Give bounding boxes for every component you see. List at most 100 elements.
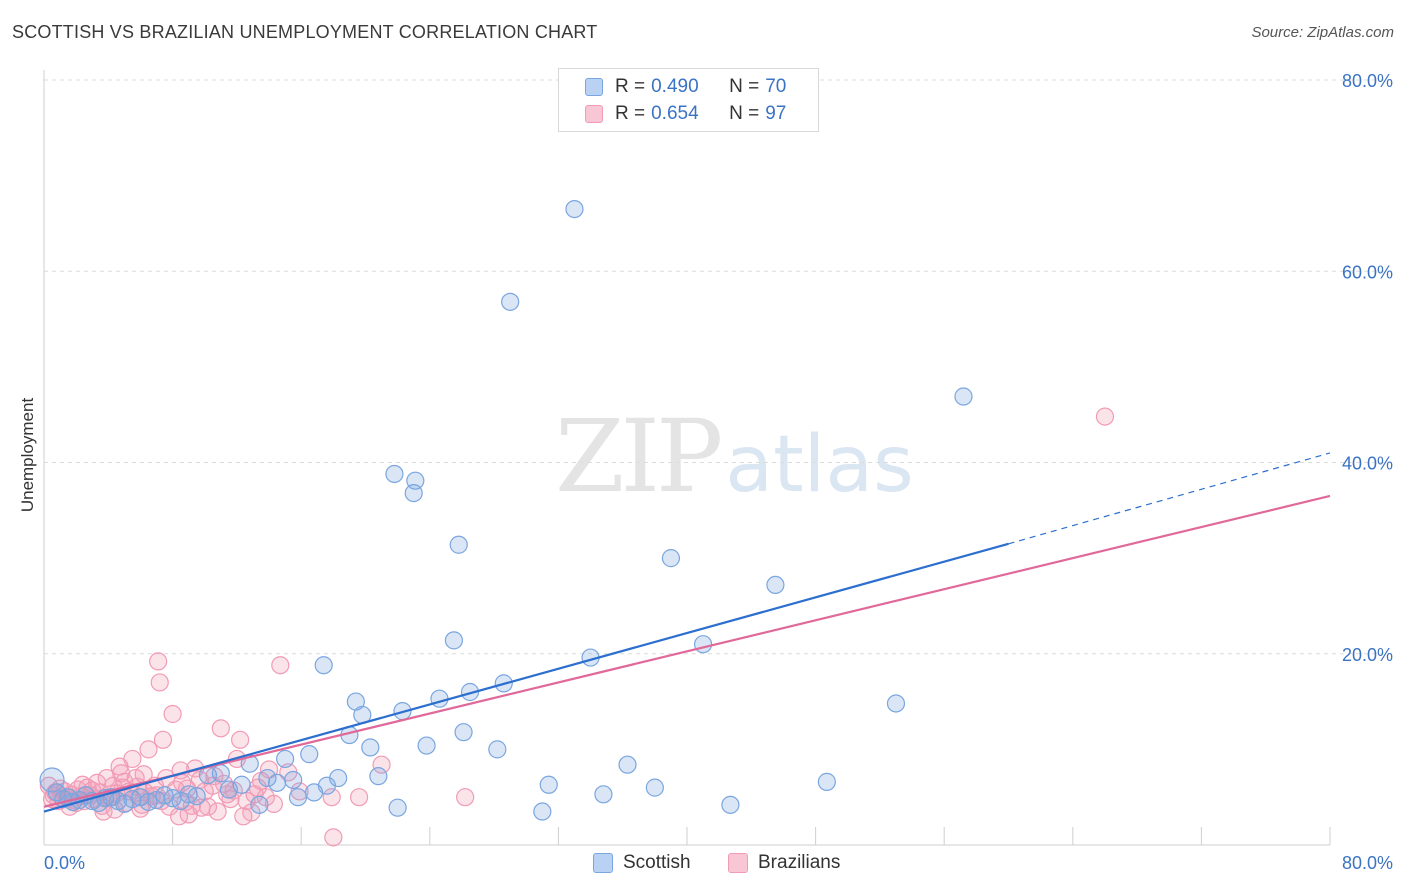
x-tick-label: 0.0%	[44, 853, 85, 873]
scottish-point	[39, 767, 65, 793]
scottish-point	[369, 767, 388, 786]
r-value: 0.490	[651, 76, 699, 97]
brazilians-point	[139, 740, 158, 759]
scottish-point	[250, 795, 269, 814]
brazilians-point	[149, 652, 168, 671]
scottish-point	[539, 775, 558, 794]
brazilians-point	[153, 730, 173, 749]
scottish-point	[385, 464, 404, 484]
brazilians-trend-line	[43, 494, 1331, 808]
scottish-point	[361, 738, 380, 757]
scottish-point	[258, 768, 277, 788]
n-label: N =	[729, 76, 760, 97]
scottish-point	[454, 723, 473, 742]
scottish-point	[329, 768, 348, 788]
scottish-point	[721, 795, 740, 814]
scottish-point	[693, 635, 713, 654]
r-label: R =	[615, 76, 646, 97]
legend-row-brazilians: R = 0.654 N = 97	[585, 101, 786, 127]
scottish-trend-extension	[1008, 452, 1331, 545]
brazilians-point	[192, 798, 211, 817]
scottish-point	[288, 788, 308, 807]
scottish-point	[618, 755, 637, 774]
brazilians-point	[324, 828, 343, 847]
scottish-point	[565, 199, 584, 219]
scottish-point	[276, 749, 295, 769]
scottish-point	[267, 773, 287, 792]
scottish-point	[417, 736, 436, 755]
source-label: Source: ZipAtlas.com	[1251, 24, 1394, 41]
watermark-zip: ZIP	[555, 398, 723, 515]
n-value: 97	[765, 103, 787, 124]
x-tick-label: 80.0%	[1342, 853, 1393, 873]
brazilians-point	[123, 749, 142, 769]
scottish-points	[39, 199, 973, 821]
scottish-swatch	[593, 853, 613, 873]
watermark: ZIPatlas	[555, 398, 914, 515]
y-tick-label: 40.0%	[1342, 454, 1393, 474]
trend-lines	[43, 452, 1331, 813]
scottish-point	[406, 471, 425, 490]
brazilians-point	[264, 794, 283, 813]
scottish-point	[533, 802, 552, 821]
watermark-atlas: atlas	[725, 420, 914, 510]
scottish-point	[501, 292, 520, 311]
scottish-point	[766, 575, 785, 595]
scottish-point	[444, 631, 464, 650]
brazilians-point	[231, 730, 250, 749]
brazilians-point	[1095, 407, 1115, 426]
scottish-point	[886, 694, 906, 713]
brazilians-point	[349, 788, 369, 807]
scottish-trend-line	[43, 542, 1009, 813]
grid	[44, 79, 1392, 655]
legend-row-scottish: R = 0.490 N = 70	[585, 74, 786, 100]
scottish-point	[284, 770, 303, 790]
n-label: N =	[729, 103, 760, 124]
r-value: 0.654	[651, 103, 699, 124]
y-tick-label: 60.0%	[1342, 262, 1393, 282]
brazilians-point	[198, 797, 218, 816]
brazilians-point	[211, 719, 230, 738]
brazilians-point	[271, 656, 290, 675]
n-value: 70	[765, 76, 787, 97]
legend-label-brazilians: Brazilians	[758, 852, 841, 873]
brazilians-point	[372, 755, 391, 774]
scottish-point	[661, 549, 681, 568]
brazilians-points	[39, 407, 1115, 847]
y-tick-label: 20.0%	[1342, 645, 1393, 665]
legend-item-scottish[interactable]: Scottish	[593, 852, 691, 874]
scottish-swatch	[585, 78, 603, 96]
brazilians-point	[163, 704, 182, 724]
correlation-legend: R = 0.490 N = 70 R = 0.654 N = 97	[558, 68, 819, 132]
brazilians-point	[150, 673, 169, 692]
brazilians-swatch	[585, 105, 603, 123]
tick-labels: 20.0% 40.0% 60.0% 80.0% 0.0% 80.0%	[44, 71, 1393, 873]
y-tick-label: 80.0%	[1342, 71, 1393, 91]
scottish-point	[954, 387, 973, 406]
scottish-point	[211, 764, 230, 783]
scottish-point	[232, 775, 251, 794]
scottish-point	[430, 689, 449, 708]
scottish-point	[817, 772, 836, 791]
brazilians-swatch	[728, 853, 748, 873]
scottish-point	[645, 778, 664, 797]
axes	[43, 70, 1331, 846]
brazilians-point	[208, 802, 227, 821]
scottish-point	[449, 535, 468, 554]
scottish-point	[187, 787, 206, 806]
brazilians-point	[214, 774, 234, 793]
series-legend: Scottish Brazilians	[0, 852, 1406, 878]
brazilians-point	[456, 788, 475, 807]
scottish-point	[488, 740, 507, 759]
r-label: R =	[615, 103, 646, 124]
legend-label-scottish: Scottish	[623, 852, 691, 873]
scottish-point	[47, 783, 66, 802]
scottish-point	[594, 785, 613, 804]
brazilians-point	[322, 788, 341, 807]
scottish-point	[314, 656, 333, 675]
brazilians-point	[73, 775, 92, 794]
legend-item-brazilians[interactable]: Brazilians	[728, 852, 840, 874]
chart-title: SCOTTISH VS BRAZILIAN UNEMPLOYMENT CORRE…	[12, 22, 598, 42]
scottish-point	[388, 798, 407, 817]
